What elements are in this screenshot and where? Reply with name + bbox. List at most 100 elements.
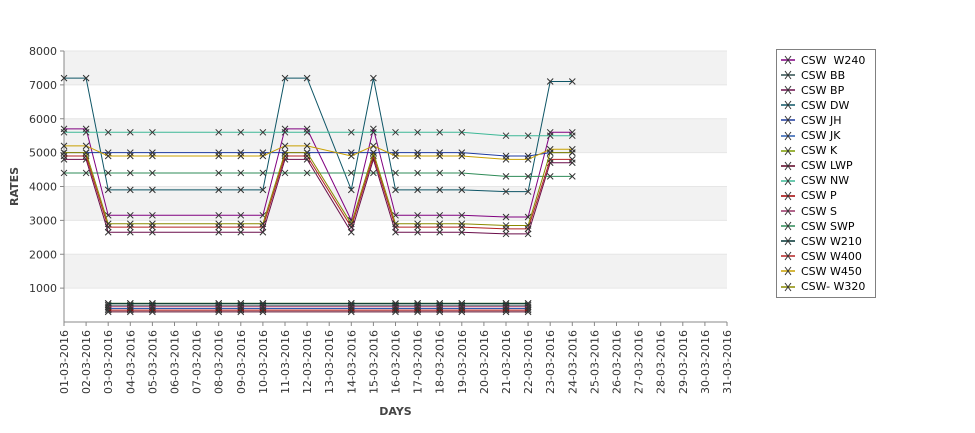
x-tick-label: 01-03-2016 <box>58 330 71 394</box>
data-point <box>215 220 223 228</box>
data-point <box>126 300 134 307</box>
legend-marker-icon <box>781 176 795 186</box>
legend-item: CSW JH <box>781 113 842 127</box>
x-tick-label: 14-03-2016 <box>345 330 358 394</box>
data-point <box>524 172 532 180</box>
series-3 <box>60 74 576 195</box>
x-tick-label: 30-03-2016 <box>699 330 712 394</box>
data-point <box>546 156 554 163</box>
data-point <box>237 220 245 228</box>
data-point <box>215 128 223 136</box>
x-tick-label: 07-03-2016 <box>191 330 204 394</box>
data-point <box>215 169 223 177</box>
data-point <box>436 169 444 177</box>
data-point <box>149 128 156 136</box>
data-point <box>524 222 532 229</box>
data-point <box>259 300 267 307</box>
data-point <box>259 186 267 194</box>
data-point <box>149 211 156 219</box>
series-line <box>64 128 573 222</box>
data-point <box>436 211 444 219</box>
data-point <box>104 220 112 228</box>
legend-item: CSW JK <box>781 129 841 143</box>
data-point <box>414 220 421 228</box>
x-tick-label: 10-03-2016 <box>257 330 270 394</box>
data-point <box>347 228 355 236</box>
data-point <box>82 128 90 136</box>
data-point <box>458 228 466 236</box>
data-point <box>414 300 421 307</box>
x-tick-label: 20-03-2016 <box>478 330 491 394</box>
data-point <box>347 220 355 228</box>
data-point <box>237 169 245 177</box>
data-point <box>237 186 245 194</box>
data-point <box>370 149 377 156</box>
data-point <box>281 149 289 156</box>
legend-label: CSW- W320 <box>801 280 866 293</box>
legend-label: CSW W210 <box>801 234 862 248</box>
data-point <box>60 169 68 177</box>
data-point <box>126 169 134 177</box>
data-point <box>414 152 421 160</box>
data-point <box>568 172 576 180</box>
legend-label: CSW P <box>801 189 837 203</box>
data-point <box>502 300 510 307</box>
data-point <box>149 186 156 194</box>
legend-item: CSW SWP <box>781 219 855 233</box>
legend-label: CSW W240 <box>801 53 866 67</box>
data-point <box>303 74 311 82</box>
x-tick-label: 21-03-2016 <box>500 330 513 394</box>
series-11 <box>60 169 576 180</box>
data-point <box>502 213 510 221</box>
data-point <box>546 132 554 140</box>
data-point <box>281 74 289 82</box>
legend-item: CSW BB <box>781 68 845 82</box>
x-tick-label: 26-03-2016 <box>611 330 624 394</box>
legend-label: CSW S <box>801 204 838 218</box>
x-tick-label: 25-03-2016 <box>588 330 601 394</box>
legend-item: CSW LWP <box>781 159 853 173</box>
series-line <box>64 172 573 177</box>
data-point <box>281 128 289 136</box>
data-point <box>60 128 68 136</box>
series-line <box>64 145 573 160</box>
data-point <box>524 188 532 195</box>
data-point <box>82 169 90 177</box>
data-point <box>259 220 267 228</box>
data-point <box>392 186 399 194</box>
y-tick-label: 2000 <box>29 248 57 261</box>
data-point <box>436 152 444 160</box>
legend-label: CSW DW <box>801 98 850 112</box>
x-tick-label: 17-03-2016 <box>412 330 425 394</box>
grid-band <box>64 254 727 289</box>
data-point <box>502 132 510 140</box>
legend-label: CSW W450 <box>801 264 862 278</box>
y-tick-label: 5000 <box>29 147 57 160</box>
legend-marker-icon <box>781 236 795 246</box>
legend-label: CSW NW <box>801 174 850 188</box>
data-point <box>347 152 355 160</box>
grid-band <box>64 51 727 85</box>
data-point <box>436 186 444 194</box>
data-point <box>524 300 532 307</box>
legend-item: CSW NW <box>781 174 849 188</box>
x-tick-label: 06-03-2016 <box>169 330 182 394</box>
data-point <box>215 211 223 219</box>
data-point <box>82 142 90 150</box>
data-point <box>60 149 68 156</box>
x-tick-label: 09-03-2016 <box>235 330 248 394</box>
data-point <box>149 152 156 160</box>
x-tick-label: 15-03-2016 <box>367 330 380 394</box>
data-point <box>370 169 377 177</box>
legend-label: CSW W400 <box>801 249 862 263</box>
data-point <box>370 128 377 136</box>
legend-marker-icon <box>781 267 795 276</box>
data-point <box>126 186 134 194</box>
data-point <box>502 222 510 229</box>
series-15 <box>60 149 576 229</box>
data-point <box>237 228 245 236</box>
legend-label: CSW K <box>801 144 838 158</box>
data-point <box>568 156 576 163</box>
data-point <box>414 169 421 177</box>
series-12 <box>104 300 532 307</box>
